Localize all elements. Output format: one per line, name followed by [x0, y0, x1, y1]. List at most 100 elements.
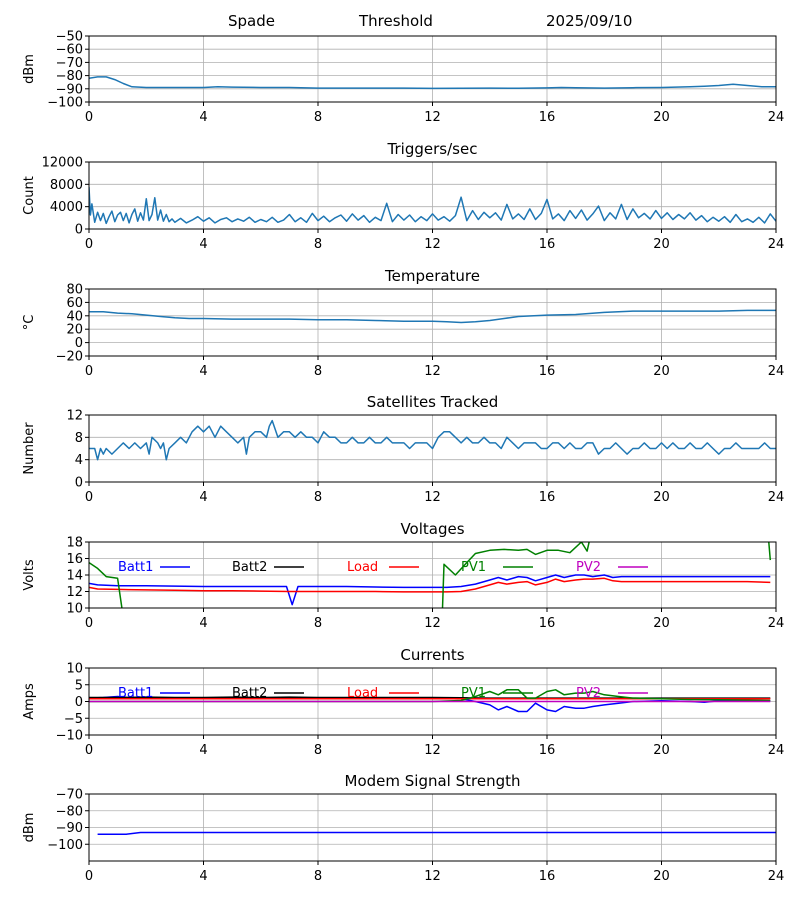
legend-label-batt1: Batt1	[118, 560, 153, 575]
y-tick-label: 8000	[50, 178, 83, 193]
y-tick-label: −5	[64, 712, 83, 727]
legend-label-pv1: PV1	[461, 560, 486, 575]
series-line-modem	[97, 831, 776, 835]
x-tick-label: 24	[768, 237, 785, 252]
x-tick-label: 4	[199, 869, 207, 884]
x-tick-label: 20	[653, 743, 670, 758]
y-axis-label: Volts	[22, 559, 37, 591]
series-line-triggers	[89, 187, 776, 225]
y-tick-label: 60	[66, 296, 83, 311]
x-tick-label: 8	[314, 490, 322, 505]
series-line-satellites	[89, 419, 776, 461]
x-tick-label: 0	[85, 237, 93, 252]
chart-title: Currents	[400, 646, 464, 664]
y-tick-label: 40	[66, 309, 83, 324]
y-axis-label: dBm	[22, 54, 37, 84]
chart-title: Temperature	[384, 267, 480, 285]
x-tick-label: 20	[653, 869, 670, 884]
legend-label-pv2: PV2	[576, 686, 601, 701]
x-tick-label: 20	[653, 110, 670, 125]
mode-label: Threshold	[359, 12, 433, 30]
chart-title: Satellites Tracked	[367, 393, 498, 411]
x-tick-label: 4	[199, 110, 207, 125]
y-tick-label: −80	[56, 69, 83, 84]
y-tick-label: 14	[66, 569, 83, 584]
y-tick-label: 80	[66, 283, 83, 298]
y-tick-label: −60	[56, 43, 83, 58]
y-tick-label: 4	[75, 453, 83, 468]
chart-triggers: 0 4000 8000 12000 0 4 8 12 16 20 24 Triggers/sec Cou…	[22, 140, 784, 252]
legend-label-batt2: Batt2	[232, 686, 267, 701]
chart-title: Modem Signal Strength	[345, 772, 521, 790]
x-tick-label: 12	[424, 616, 441, 631]
x-tick-label: 0	[85, 490, 93, 505]
y-tick-label: −70	[56, 788, 83, 803]
y-tick-label: 10	[66, 602, 83, 617]
x-tick-label: 0	[85, 743, 93, 758]
x-tick-label: 8	[314, 869, 322, 884]
x-tick-label: 0	[85, 616, 93, 631]
x-tick-label: 4	[199, 490, 207, 505]
x-tick-label: 16	[539, 490, 556, 505]
y-axis-label: Number	[22, 422, 37, 475]
x-tick-label: 16	[539, 616, 556, 631]
x-tick-label: 12	[424, 869, 441, 884]
series-line-signal	[89, 76, 776, 90]
y-tick-label: 12000	[42, 156, 83, 171]
y-tick-label: 5	[75, 678, 83, 693]
y-tick-label: −100	[47, 96, 83, 111]
x-tick-label: 0	[85, 364, 93, 379]
x-tick-label: 16	[539, 110, 556, 125]
x-tick-label: 4	[199, 616, 207, 631]
y-tick-label: −80	[56, 804, 83, 819]
chart-signal: −100−90−80−70−60−50 0 4 8 12 16 20 24 dBm	[22, 30, 784, 126]
y-tick-label: 0	[75, 695, 83, 710]
y-axis-label: Count	[22, 176, 37, 215]
x-tick-label: 8	[314, 616, 322, 631]
station-name: Spade	[228, 12, 275, 30]
y-tick-label: −70	[56, 56, 83, 71]
x-tick-label: 8	[314, 743, 322, 758]
y-axis-label: dBm	[22, 813, 37, 843]
y-tick-label: −100	[47, 838, 83, 853]
x-tick-label: 12	[424, 364, 441, 379]
legend-label-load: Load	[347, 686, 378, 701]
chart-modem: −100 −90 −80−70 0 4 8 12 16 20 24 Modem Signal Str…	[22, 772, 784, 884]
y-tick-label: −50	[56, 30, 83, 45]
y-tick-label: −10	[56, 729, 83, 744]
x-tick-label: 24	[768, 869, 785, 884]
y-tick-label: 0	[75, 476, 83, 491]
x-tick-label: 20	[653, 490, 670, 505]
x-tick-label: 24	[768, 110, 785, 125]
y-tick-label: −90	[56, 82, 83, 97]
y-tick-label: 12	[66, 409, 83, 424]
y-tick-label: 8	[75, 431, 83, 446]
legend-label-batt2: Batt2	[232, 560, 267, 575]
x-tick-label: 8	[314, 110, 322, 125]
y-tick-label: 10	[66, 662, 83, 677]
x-tick-label: 20	[653, 364, 670, 379]
chart-title: Triggers/sec	[387, 140, 478, 158]
legend-label-load: Load	[347, 560, 378, 575]
x-tick-label: 0	[85, 110, 93, 125]
y-tick-label: −90	[56, 821, 83, 836]
x-tick-label: 4	[199, 743, 207, 758]
chart-satellites: 0 4 8 12 0 4 8 12 16 20 24 Satellites Tracked Number	[22, 393, 784, 505]
y-tick-label: 0	[75, 336, 83, 351]
x-tick-label: 24	[768, 364, 785, 379]
page-header: Spade Threshold 2025/09/10	[0, 0, 800, 34]
y-tick-label: 4000	[50, 200, 83, 215]
series-line-batt2	[89, 696, 771, 699]
x-tick-label: 4	[199, 237, 207, 252]
y-tick-label: 16	[66, 552, 83, 567]
x-tick-label: 20	[653, 616, 670, 631]
x-tick-label: 20	[653, 237, 670, 252]
x-tick-label: 12	[424, 743, 441, 758]
legend-label-pv1: PV1	[461, 686, 486, 701]
x-tick-label: 0	[85, 869, 93, 884]
x-tick-label: 8	[314, 364, 322, 379]
y-tick-label: 20	[66, 323, 83, 338]
